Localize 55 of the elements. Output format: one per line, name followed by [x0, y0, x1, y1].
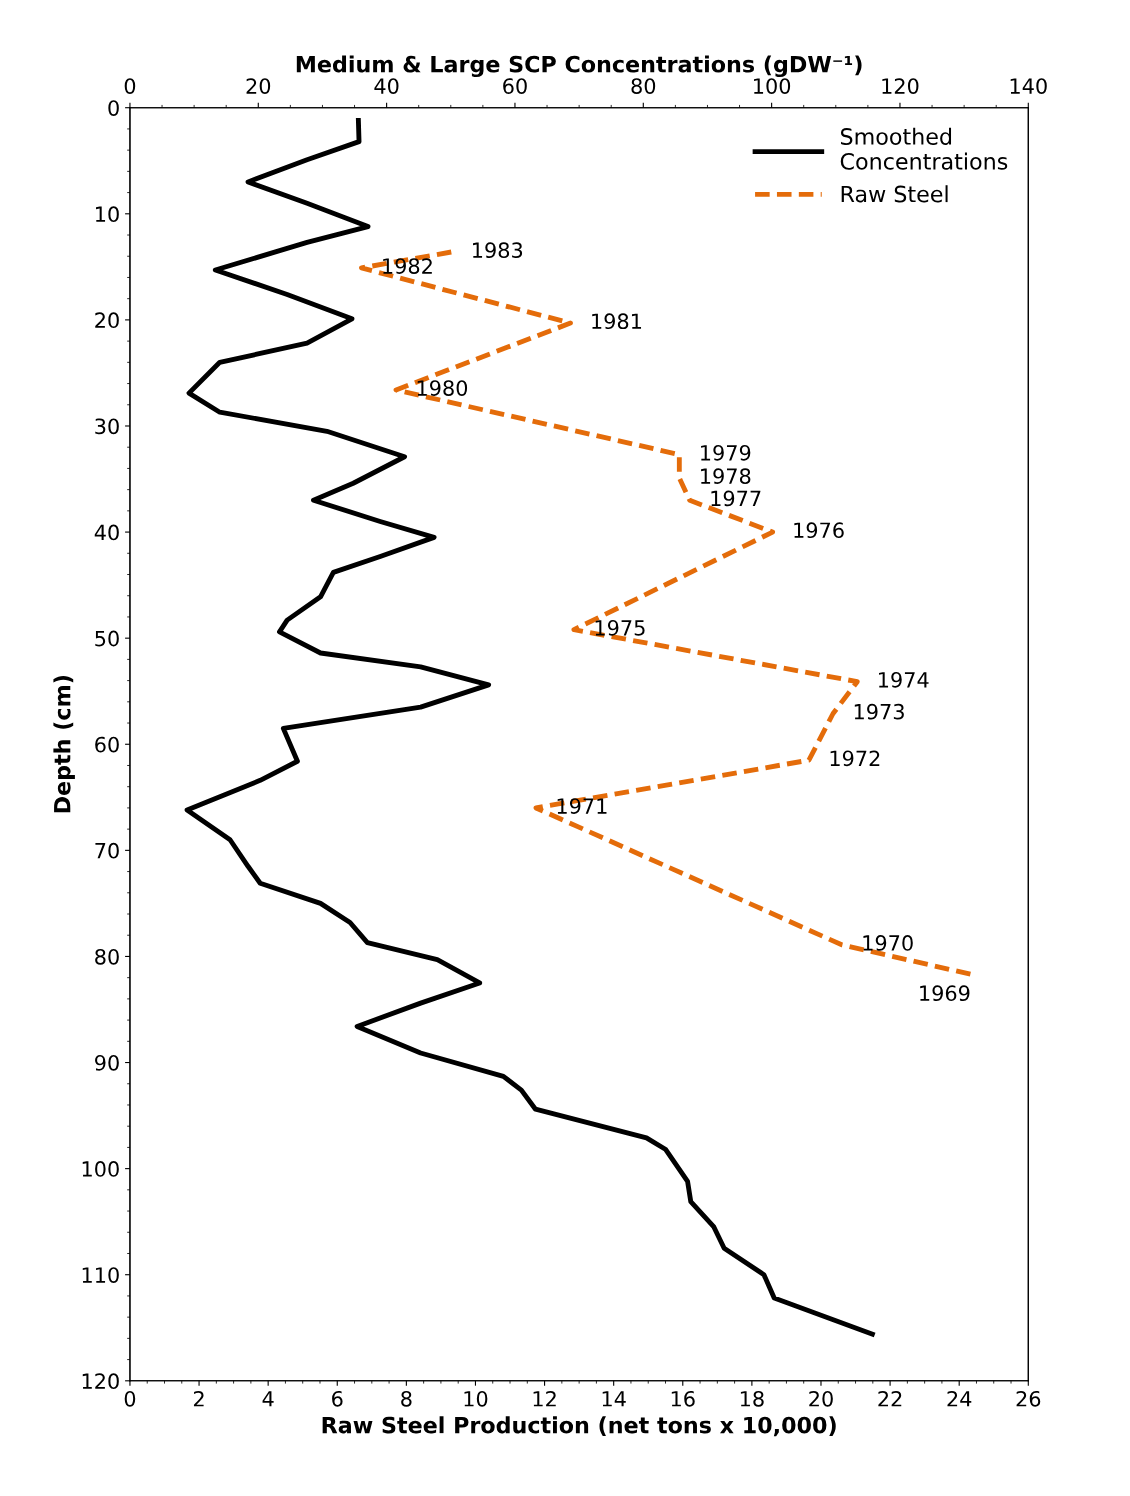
x-tick-label: 2	[193, 1390, 204, 1407]
y-tick-label: 120	[82, 1373, 119, 1390]
x2-axis-title: Medium & Large SCP Concentrations (gDW⁻¹)	[296, 55, 862, 78]
annotation: 1971	[557, 798, 607, 814]
y-tick-label: 100	[82, 1161, 119, 1177]
y-axis-title: Depth (cm)	[53, 676, 75, 813]
annotation: 1977	[711, 490, 761, 507]
x-tick-label: 24	[947, 1390, 972, 1407]
x2-tick-label: 140	[1010, 78, 1047, 94]
y-tick-label: 10	[96, 206, 119, 223]
y-tick-label: 110	[82, 1267, 119, 1283]
legend-label: Smoothed Concentrations	[840, 127, 1008, 170]
x2-tick-label: 100	[754, 78, 791, 94]
x-tick-label: 26	[1016, 1390, 1041, 1407]
annotation: 1969	[920, 985, 970, 1002]
x-tick-label: 0	[124, 1390, 136, 1407]
y-tick-label: 70	[95, 842, 119, 859]
annotation: 1983	[473, 242, 523, 259]
x-tick-label: 6	[332, 1390, 343, 1407]
x2-tick-label: 40	[374, 78, 399, 94]
x2-tick-label: 20	[246, 78, 271, 94]
annotation: 1980	[417, 380, 468, 396]
x2-tick-label: 120	[882, 78, 919, 94]
annotation: 1978	[701, 468, 751, 485]
annotation: 1972	[830, 750, 880, 767]
x2-tick-label: 80	[631, 78, 656, 94]
y-tick-label: 30	[95, 418, 119, 435]
annotation: 1973	[854, 703, 904, 720]
y-tick-label: 60	[95, 736, 119, 753]
x-tick-label: 18	[740, 1390, 764, 1407]
annotation: 1974	[879, 671, 929, 688]
x-tick-label: 12	[533, 1390, 556, 1407]
x-tick-label: 4	[262, 1391, 274, 1407]
x2-tick-label: 0	[124, 78, 136, 94]
x-tick-label: 10	[464, 1390, 488, 1407]
x-tick-label: 14	[602, 1391, 626, 1407]
y-tick-label: 0	[108, 100, 119, 116]
x-tick-label: 22	[878, 1390, 902, 1407]
x-tick-label: 16	[671, 1390, 695, 1407]
annotation: 1976	[794, 522, 844, 539]
x-tick-label: 8	[401, 1390, 412, 1407]
y-tick-label: 80	[95, 948, 119, 965]
y-tick-label: 20	[95, 312, 119, 329]
y-tick-label: 40	[94, 524, 119, 541]
annotation: 1975	[595, 619, 645, 636]
y-tick-label: 50	[95, 630, 119, 647]
annotation: 1981	[592, 313, 642, 330]
annotation: 1982	[383, 258, 432, 274]
annotation: 1970	[863, 935, 913, 951]
y-tick-label: 90	[95, 1054, 119, 1071]
x-axis-title: Raw Steel Production (net tons x 10,000)	[322, 1416, 836, 1437]
x-tick-label: 20	[809, 1390, 833, 1407]
legend-label: Raw Steel	[841, 185, 948, 203]
annotation: 1979	[701, 444, 751, 461]
x2-tick-label: 60	[503, 78, 527, 94]
